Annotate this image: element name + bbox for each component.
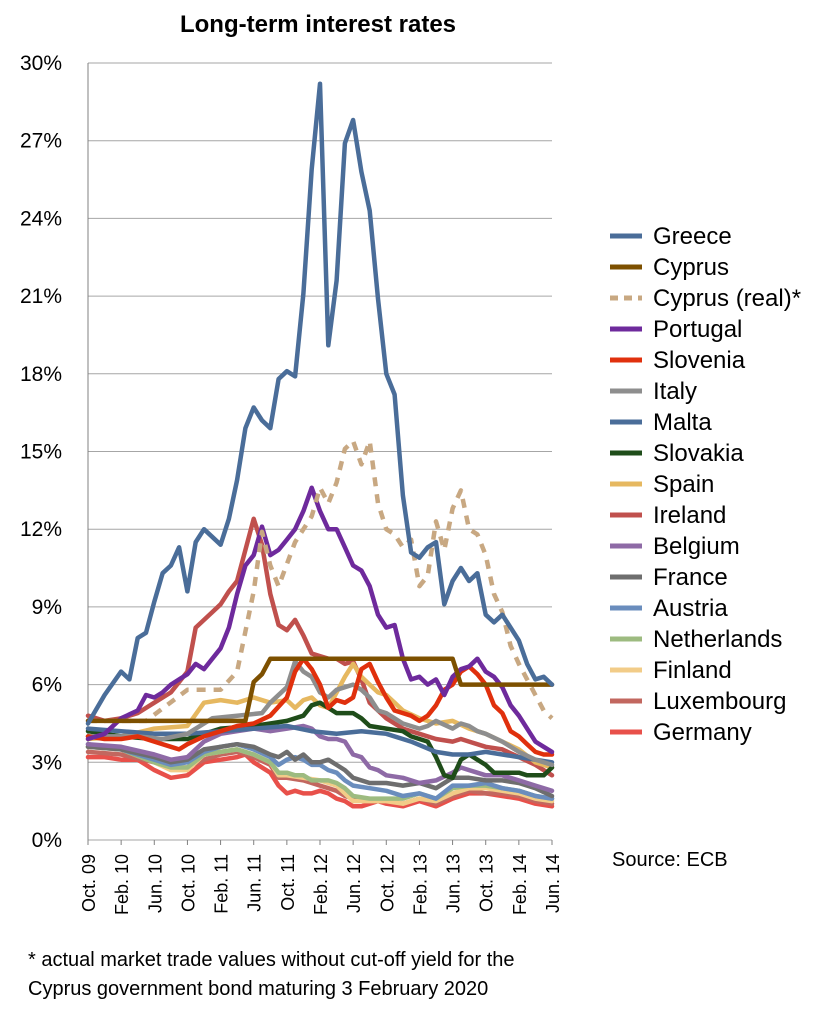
series-line-luxembourg bbox=[85, 749, 555, 806]
series-line-germany bbox=[85, 752, 555, 809]
legend-label: Greece bbox=[653, 223, 732, 250]
y-axis-ticks: 0% 3% 6% 9% 12% 15% 18% 21% 24% 27% 30% bbox=[20, 52, 62, 852]
series-line-slovakia bbox=[85, 700, 555, 781]
series-line-malta bbox=[85, 723, 555, 765]
x-tick-label: Feb. 10 bbox=[112, 854, 132, 915]
y-tick-label: 18% bbox=[20, 363, 62, 386]
y-tick-label: 30% bbox=[20, 52, 62, 75]
x-tick-label: Oct. 13 bbox=[477, 854, 497, 912]
legend-label: Cyprus (real)* bbox=[653, 285, 801, 312]
x-tick-label: Jun. 12 bbox=[344, 854, 364, 913]
y-tick-label: 3% bbox=[32, 751, 62, 774]
legend-label: Luxembourg bbox=[653, 688, 786, 715]
x-tick-label: Oct. 10 bbox=[178, 854, 198, 912]
legend-label: Netherlands bbox=[653, 626, 782, 653]
series-line-belgium bbox=[85, 723, 555, 794]
y-tick-label: 27% bbox=[20, 130, 62, 153]
x-tick-label: Feb. 13 bbox=[410, 854, 430, 915]
legend-label: France bbox=[653, 564, 728, 591]
legend-label: Finland bbox=[653, 657, 732, 684]
source-label: Source: ECB bbox=[612, 849, 728, 871]
y-tick-label: 21% bbox=[20, 285, 62, 308]
series-line-portugal bbox=[85, 485, 555, 755]
legend-label: Ireland bbox=[653, 502, 726, 529]
x-tick-label: Oct. 12 bbox=[377, 854, 397, 912]
x-tick-label: Jun. 13 bbox=[444, 854, 464, 913]
x-tick-label: Jun. 11 bbox=[245, 854, 265, 912]
legend-label: Italy bbox=[653, 378, 697, 405]
x-tick-label: Feb. 11 bbox=[212, 854, 232, 914]
series-line-cyprus bbox=[85, 656, 555, 724]
series-line-italy bbox=[85, 659, 555, 768]
x-tick-label: Oct. 09 bbox=[79, 854, 99, 912]
y-tick-label: 6% bbox=[32, 674, 62, 697]
y-tick-label: 15% bbox=[20, 441, 62, 464]
footnote-line-2: Cyprus government bond maturing 3 Februa… bbox=[28, 978, 488, 1000]
footnote-line-1: * actual market trade values without cut… bbox=[28, 949, 515, 971]
series-line-ireland bbox=[85, 516, 555, 778]
series-lines bbox=[85, 81, 555, 809]
legend-label: Slovakia bbox=[653, 440, 744, 467]
legend-label: Slovenia bbox=[653, 347, 746, 374]
x-tick-label: Oct. 11 bbox=[278, 854, 298, 911]
legend-label: Germany bbox=[653, 719, 752, 746]
legend-label: Cyprus bbox=[653, 254, 729, 281]
y-tick-label: 12% bbox=[20, 518, 62, 541]
x-tick-label: Feb. 12 bbox=[311, 854, 331, 915]
y-tick-label: 9% bbox=[32, 596, 62, 619]
legend: Greece Cyprus Cyprus (real)* Portugal Sloven… bbox=[610, 223, 801, 746]
legend-label: Belgium bbox=[653, 533, 740, 560]
legend-label: Portugal bbox=[653, 316, 742, 343]
legend-label: Austria bbox=[653, 595, 728, 622]
y-tick-label: 0% bbox=[32, 829, 62, 852]
chart-title: Long-term interest rates bbox=[180, 11, 456, 38]
series-line-france bbox=[85, 741, 555, 799]
series-line-greece bbox=[85, 81, 555, 726]
series-line-slovenia bbox=[85, 656, 555, 757]
x-tick-label: Jun. 14 bbox=[543, 854, 563, 913]
x-tick-label: Jun. 10 bbox=[145, 854, 165, 913]
x-axis-ticks: Oct. 09 Feb. 10 Jun. 10 Oct. 10 Feb. 11 Jun. … bbox=[79, 840, 563, 915]
x-tick-label: Feb. 14 bbox=[510, 854, 530, 915]
legend-label: Spain bbox=[653, 471, 714, 498]
legend-label: Malta bbox=[653, 409, 712, 436]
gridlines bbox=[87, 62, 552, 841]
series-line-cyprus-real bbox=[88, 438, 554, 724]
y-tick-label: 24% bbox=[20, 207, 62, 230]
